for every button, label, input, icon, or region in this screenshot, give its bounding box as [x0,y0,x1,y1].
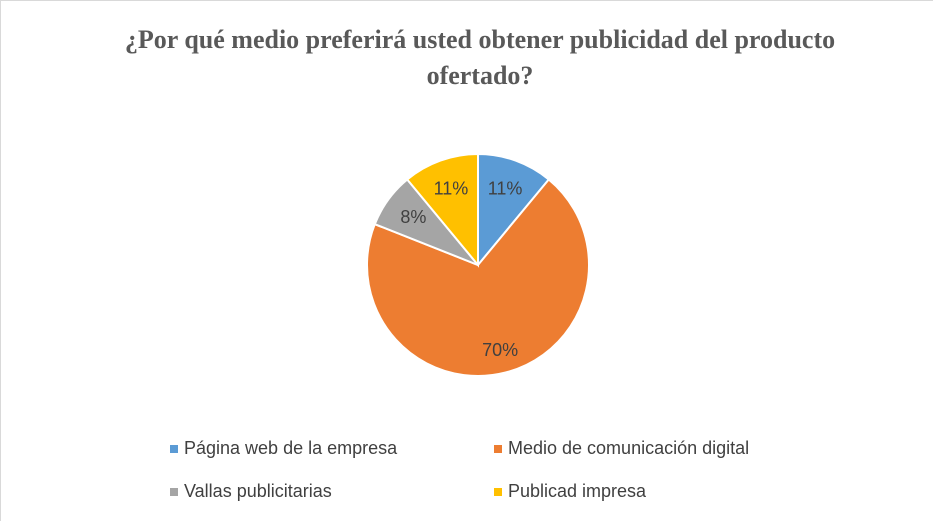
data-label: 8% [400,207,426,227]
legend-marker [494,488,502,496]
pie-slice [366,178,590,377]
chart-title: ¿Por qué medio preferirá usted obtener p… [124,25,836,90]
legend-label: Página web de la empresa [184,438,398,458]
pie-slice [477,152,551,268]
legend-marker [170,445,178,453]
data-label: 70% [482,340,518,360]
legend-label: Medio de comunicación digital [508,438,749,458]
legend-label: Publicad impresa [508,481,647,501]
legend-label: Vallas publicitarias [184,481,332,501]
data-label: 11% [434,179,469,199]
data-label: 11% [488,179,523,199]
legend-marker [494,445,502,453]
pie-slice [405,152,479,268]
legend-marker [170,488,178,496]
